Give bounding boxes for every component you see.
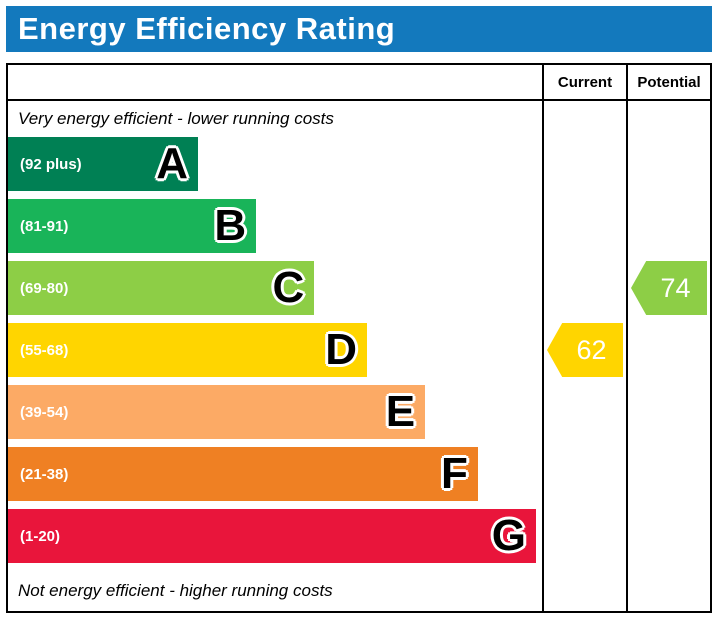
- band-b-range: (81-91): [20, 217, 69, 235]
- band-g: (1-20) G: [8, 509, 536, 563]
- band-f-letter: F: [441, 449, 468, 498]
- chart-title-bar: Energy Efficiency Rating: [6, 6, 712, 52]
- chart-title: Energy Efficiency Rating: [18, 11, 396, 46]
- band-d-range: (55-68): [20, 341, 69, 359]
- current-column-header: Current: [542, 65, 626, 99]
- band-d-letter: D: [325, 325, 358, 374]
- current-column: 62: [542, 101, 626, 611]
- band-f: (21-38) F: [8, 447, 478, 501]
- header-spacer: [8, 65, 542, 99]
- current-rating-arrow: 62: [547, 323, 623, 377]
- chart-body: Very energy efficient - lower running co…: [8, 101, 710, 611]
- potential-column: 74: [626, 101, 710, 611]
- band-g-range: (1-20): [20, 527, 61, 545]
- band-a-range: (92 plus): [20, 155, 82, 173]
- chart-header-row: Current Potential: [8, 65, 710, 101]
- band-a: (92 plus) A: [8, 137, 199, 191]
- band-f-range: (21-38): [20, 465, 69, 483]
- potential-rating-arrow: 74: [631, 261, 707, 315]
- band-c-range: (69-80): [20, 279, 69, 297]
- caption-bottom: Not energy efficient - higher running co…: [18, 581, 333, 600]
- band-e-range: (39-54): [20, 403, 69, 421]
- energy-efficiency-chart: Current Potential Very energy efficient …: [6, 63, 712, 613]
- potential-rating-value: 74: [660, 272, 691, 303]
- current-rating-value: 62: [576, 334, 607, 365]
- band-c: (69-80) C: [8, 261, 315, 315]
- bands-column: Very energy efficient - lower running co…: [8, 101, 542, 611]
- band-g-letter: G: [491, 511, 526, 560]
- band-c-letter: C: [272, 263, 305, 312]
- potential-column-header: Potential: [626, 65, 710, 99]
- band-e-letter: E: [385, 387, 416, 436]
- band-d: (55-68) D: [8, 323, 368, 377]
- band-a-letter: A: [156, 139, 189, 188]
- band-e: (39-54) E: [8, 385, 426, 439]
- rating-bands: (92 plus) A (81-91) B (69-80) C (55-68) …: [8, 137, 536, 571]
- band-b: (81-91) B: [8, 199, 257, 253]
- band-b-letter: B: [214, 201, 247, 250]
- caption-top: Very energy efficient - lower running co…: [18, 109, 334, 128]
